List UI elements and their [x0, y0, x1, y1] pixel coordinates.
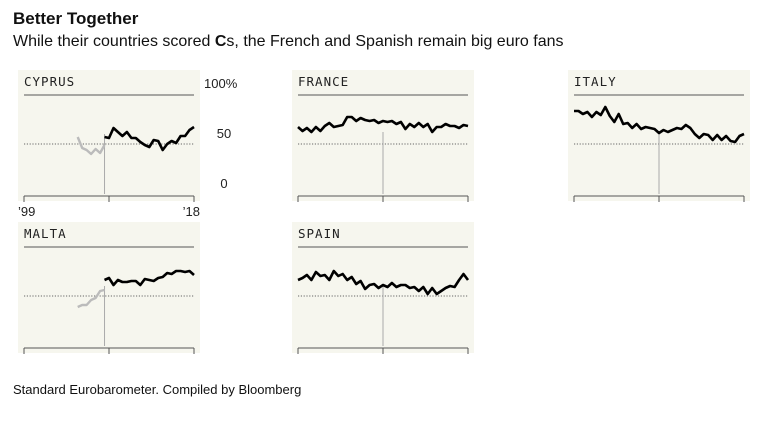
x-tick-label-start: ’99 — [18, 204, 35, 219]
subtitle-grade: C — [214, 33, 227, 50]
panel-title-france: FRANCE — [298, 74, 349, 89]
panel-background-malta — [18, 222, 200, 353]
y-tick-label-1: 50 — [217, 126, 231, 141]
subtitle-text-before: While their countries scored — [13, 33, 215, 50]
subtitle-text-after: s, the French and Spanish remain big eur… — [226, 33, 564, 50]
panel-title-spain: SPAIN — [298, 226, 341, 241]
series-line-france — [297, 115, 469, 134]
y-tick-label-2: 0 — [220, 176, 227, 191]
x-tick-label-end: ’18 — [183, 204, 200, 219]
series-line-malta — [103, 269, 195, 287]
series-line-pre-euro-malta — [77, 288, 105, 309]
page-subtitle: While their countries scored Cs, the Fre… — [13, 33, 564, 51]
panel-title-malta: MALTA — [24, 226, 67, 241]
series-line-pre-euro-cyprus — [76, 136, 106, 156]
series-line-cyprus — [104, 125, 195, 152]
series-line-italy — [574, 105, 745, 144]
source-note: Standard Eurobarometer. Compiled by Bloo… — [13, 382, 302, 397]
page-title: Better Together — [13, 9, 139, 28]
y-tick-label-0: 100% — [204, 76, 238, 91]
panel-title-cyprus: CYPRUS — [24, 74, 75, 89]
panel-title-italy: ITALY — [574, 74, 617, 89]
series-line-spain — [297, 269, 470, 296]
